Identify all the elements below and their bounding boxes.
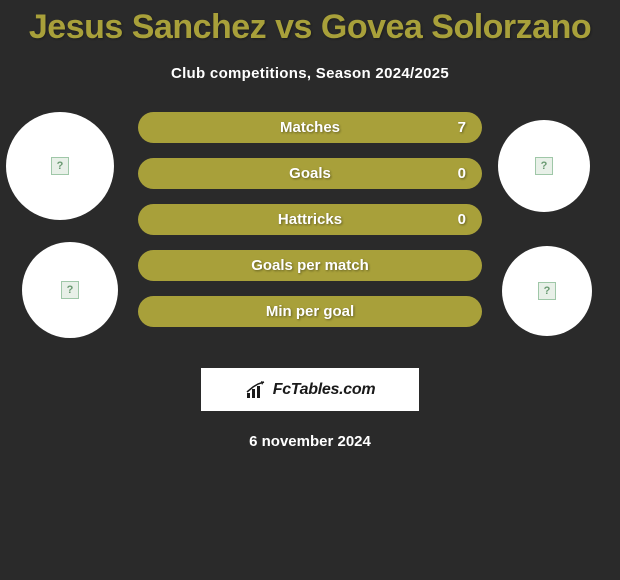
- page-subtitle: Club competitions, Season 2024/2025: [0, 65, 620, 82]
- logo-box[interactable]: FcTables.com: [201, 368, 419, 411]
- player-avatar-left-1: ?: [6, 112, 114, 220]
- header: Jesus Sanchez vs Govea Solorzano Club co…: [0, 0, 620, 82]
- content-area: ? ? ? ? Matches 7 Goals 0 Hattricks 0 Go…: [0, 112, 620, 372]
- stat-label: Goals: [289, 165, 331, 182]
- stat-bar-min-per-goal: Min per goal: [138, 296, 482, 327]
- stat-label: Matches: [280, 119, 340, 136]
- stat-label: Goals per match: [251, 257, 369, 274]
- stat-value: 0: [458, 211, 466, 228]
- stat-label: Hattricks: [278, 211, 342, 228]
- page-title: Jesus Sanchez vs Govea Solorzano: [0, 8, 620, 47]
- player-avatar-left-2: ?: [22, 242, 118, 338]
- stat-bar-hattricks: Hattricks 0: [138, 204, 482, 235]
- placeholder-image-icon: ?: [535, 157, 553, 175]
- stat-bar-goals: Goals 0: [138, 158, 482, 189]
- stat-value: 0: [458, 165, 466, 182]
- placeholder-image-icon: ?: [51, 157, 69, 175]
- stat-bar-goals-per-match: Goals per match: [138, 250, 482, 281]
- stat-value: 7: [458, 119, 466, 136]
- stat-label: Min per goal: [266, 303, 354, 320]
- placeholder-image-icon: ?: [61, 281, 79, 299]
- player-avatar-right-2: ?: [502, 246, 592, 336]
- footer-date: 6 november 2024: [0, 433, 620, 450]
- logo-text: FcTables.com: [273, 381, 376, 399]
- placeholder-image-icon: ?: [538, 282, 556, 300]
- stat-bars: Matches 7 Goals 0 Hattricks 0 Goals per …: [138, 112, 482, 342]
- player-avatar-right-1: ?: [498, 120, 590, 212]
- fctables-chart-icon: [245, 381, 267, 399]
- stat-bar-matches: Matches 7: [138, 112, 482, 143]
